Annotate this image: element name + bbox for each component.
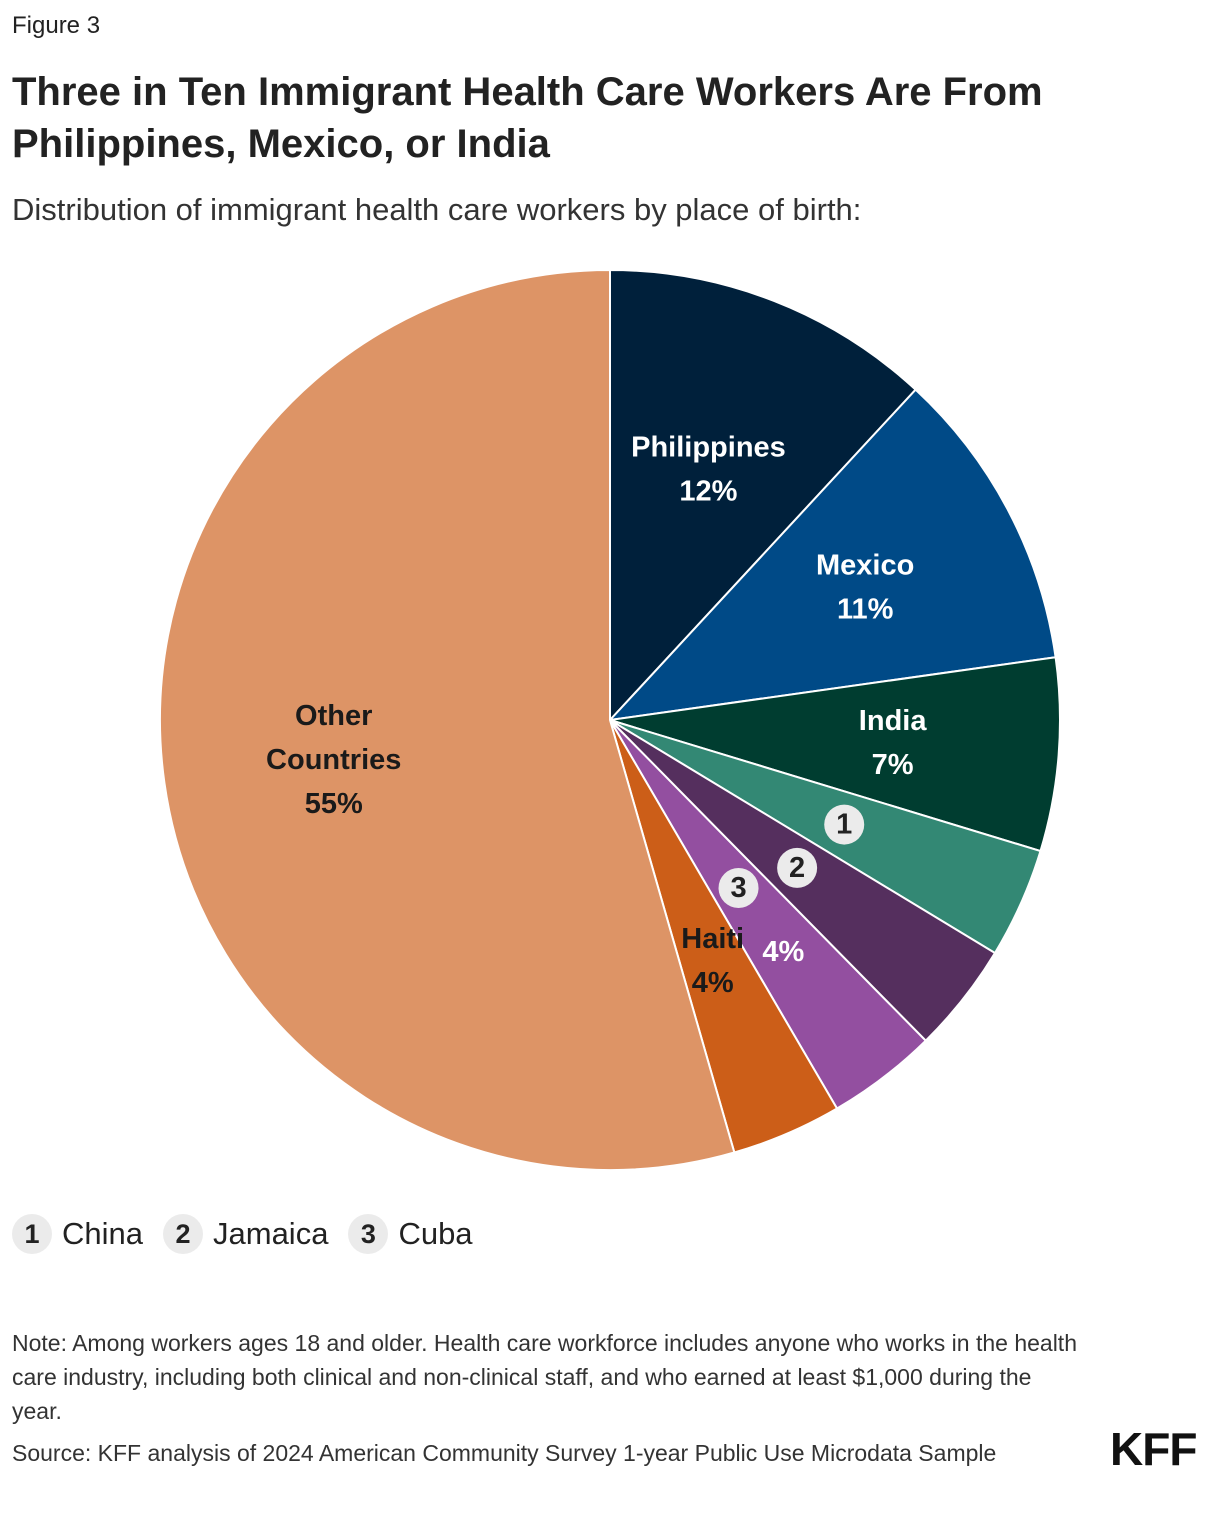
figure-label: Figure 3 — [12, 12, 101, 39]
kff-logo: KFF — [1110, 1423, 1197, 1475]
pie-value-cuba: 4% — [762, 936, 804, 968]
legend-label-jamaica: Jamaica — [213, 1216, 329, 1251]
legend-badge-3: 3 — [348, 1214, 389, 1254]
pie-value-philippines: 12% — [679, 476, 737, 508]
pie-label-haiti-0: Haiti — [681, 923, 744, 955]
pie-labels: Philippines 12% Mexico 11% India 7% 12 3 4% Haiti… — [266, 432, 927, 999]
legend-badge-1: 1 — [12, 1214, 52, 1254]
legend-item-jamaica: 2 Jamaica — [163, 1214, 328, 1254]
pie-slices — [159, 268, 1061, 1171]
pie-badge-1 — [824, 804, 865, 845]
pie-chart: Philippines 12% Mexico 11% India 7% 12 3 4% Haiti… — [159, 268, 1061, 1171]
legend-item-cuba: 3 Cuba — [348, 1214, 473, 1254]
chart-note: Note: Among workers ages 18 and older. H… — [12, 1330, 1077, 1424]
legend-label-cuba: Cuba — [398, 1216, 473, 1251]
legend-label-china: China — [62, 1216, 143, 1251]
pie-label-other-countries-0: Other — [295, 700, 372, 732]
pie-value-haiti: 4% — [692, 967, 734, 999]
pie-badge-3 — [718, 867, 759, 908]
chart-source: Source: KFF analysis of 2024 American Co… — [12, 1440, 997, 1466]
pie-slice-philippines — [609, 268, 918, 723]
chart-title-line-2: Philippines, Mexico, or India — [12, 122, 550, 166]
legend: 1 China 2 Jamaica 3 Cuba — [12, 1212, 493, 1256]
pie-label-mexico-0: Mexico — [816, 549, 914, 581]
pie-badge-text-2: 2 — [789, 852, 805, 884]
pie-value-india: 7% — [872, 749, 914, 781]
chart-title: Three in Ten Immigrant Health Care Worke… — [12, 66, 1192, 170]
pie-value-mexico: 11% — [837, 593, 894, 625]
pie-label-other-countries-1: Countries — [266, 744, 401, 776]
pie-label-india-0: India — [859, 705, 928, 737]
pie-badge-2 — [777, 847, 818, 888]
chart-subtitle: Distribution of immigrant health care wo… — [12, 192, 862, 227]
pie-slice-other-countries — [159, 268, 736, 1171]
pie-label-philippines-0: Philippines — [631, 432, 786, 464]
pie-value-other-countries: 55% — [305, 788, 363, 820]
pie-badge-text-3: 3 — [730, 872, 746, 904]
pie-slice-india — [609, 656, 1061, 853]
legend-badge-2: 2 — [163, 1214, 203, 1254]
pie-slice-mexico — [607, 388, 1057, 722]
pie-badge-text-1: 1 — [836, 809, 852, 841]
chart-title-line-1: Three in Ten Immigrant Health Care Worke… — [12, 70, 1043, 114]
legend-item-china: 1 China — [12, 1214, 143, 1254]
